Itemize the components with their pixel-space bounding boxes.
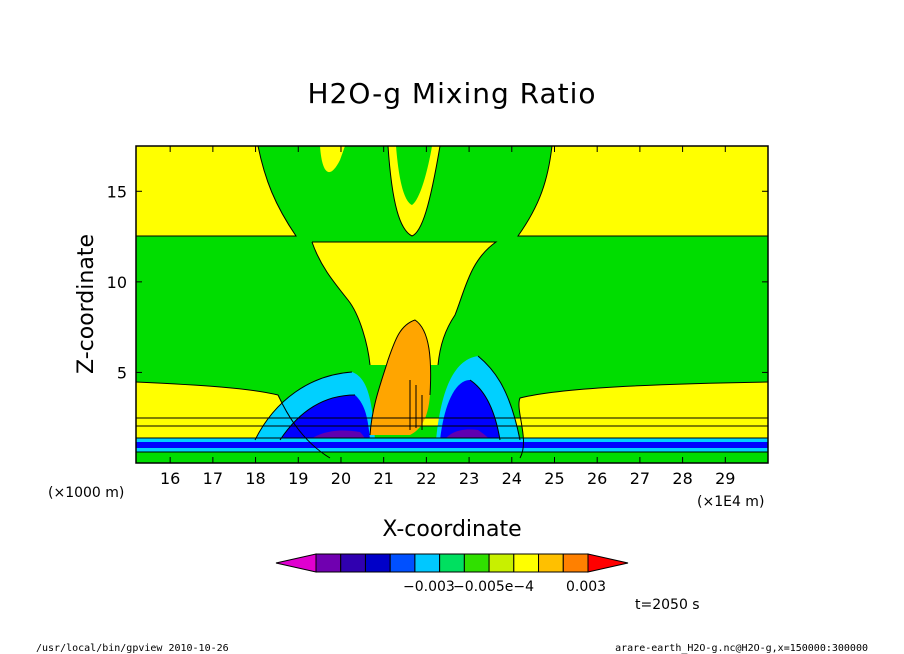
colorbar-cell (364, 553, 391, 573)
x-tick-label: 25 (544, 469, 564, 488)
colorbar-cell (513, 553, 540, 573)
footer-left: /usr/local/bin/gpview 2010-10-26 (36, 643, 229, 654)
plot-frame (135, 145, 769, 464)
cyan-stripe-2 (136, 448, 768, 452)
y-tick-label: 15 (107, 182, 127, 201)
x-tick-label: 16 (160, 469, 180, 488)
y-tick-label: 5 (117, 363, 127, 382)
footer-right: arare-earth_H2O-g.nc@H2O-g,x=150000:3000… (615, 643, 868, 654)
x-tick-label: 26 (587, 469, 607, 488)
colorbar-cell (439, 553, 465, 573)
x-axis-ticks: 16 17 18 19 20 21 22 23 24 25 26 27 28 29 (160, 146, 735, 488)
colorbar-label-1: −0.003 (403, 579, 455, 595)
bottom-green (136, 452, 768, 463)
colorbar-cell (414, 553, 441, 573)
x-tick-label: 17 (203, 469, 223, 488)
x-tick-label: 23 (459, 469, 479, 488)
colorbar (275, 553, 629, 573)
orange-core (370, 320, 431, 435)
y-axis-ticks: 5 10 15 (107, 182, 768, 382)
upper-left-band (136, 146, 296, 236)
colorbar-cell (389, 553, 416, 573)
colorbar-cell (463, 553, 490, 573)
chart-title: H2O-g Mixing Ratio (307, 77, 596, 110)
colorbar-cell (562, 553, 589, 573)
x-tick-label: 28 (672, 469, 692, 488)
colorbar-cell (488, 553, 515, 573)
colorbar-high-arrow (587, 553, 629, 573)
x-tick-label: 24 (502, 469, 522, 488)
y-axis-unit: (×1000 m) (48, 485, 124, 501)
x-axis-unit: (×1E4 m) (697, 494, 764, 510)
colorbar-label-3: 0.003 (566, 579, 606, 595)
cyan-stripe (136, 438, 768, 442)
colorbar-cell (340, 553, 366, 573)
x-tick-label: 29 (715, 469, 735, 488)
x-tick-label: 18 (245, 469, 265, 488)
y-tick-label: 10 (107, 273, 127, 292)
contour-field (136, 146, 768, 463)
colorbar-cell (315, 553, 342, 573)
x-axis-label: X-coordinate (382, 517, 521, 542)
blue-right (440, 380, 500, 440)
x-tick-label: 22 (416, 469, 436, 488)
colorbar-cell (538, 553, 564, 573)
colorbar-label-2: −0.005e−4 (453, 579, 534, 595)
upper-right-band (518, 146, 768, 236)
upper-lobe-1 (320, 146, 345, 173)
x-tick-label: 19 (288, 469, 308, 488)
anvil-cloud (312, 242, 496, 365)
colorbar-low-arrow (275, 553, 317, 573)
x-tick-label: 21 (373, 469, 393, 488)
blue-stripe (136, 442, 768, 448)
upper-lobe-2 (388, 146, 440, 236)
x-tick-label: 27 (630, 469, 650, 488)
x-tick-label: 20 (331, 469, 351, 488)
y-axis-label: Z-coordinate (74, 234, 99, 374)
time-label: t=2050 s (635, 597, 700, 613)
